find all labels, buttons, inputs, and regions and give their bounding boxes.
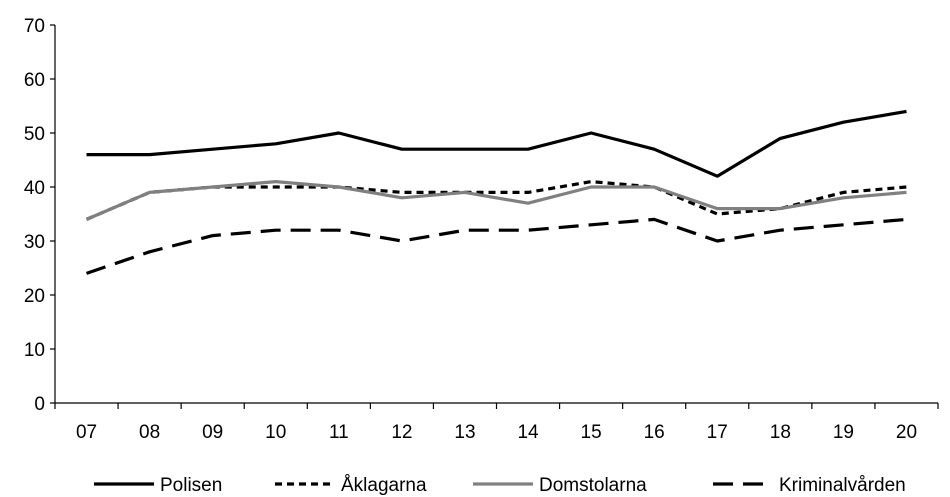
x-tick-label: 07 bbox=[76, 422, 97, 443]
x-tick-label: 14 bbox=[517, 422, 539, 443]
y-axis: 0 10 20 30 40 50 60 70 bbox=[24, 16, 55, 415]
y-tick-label: 10 bbox=[24, 340, 45, 361]
series-line-3 bbox=[85, 217, 907, 275]
y-tick-label: 60 bbox=[24, 70, 45, 91]
legend-label-3: Kriminalvården bbox=[779, 475, 906, 496]
x-tick-label: 17 bbox=[707, 422, 728, 443]
legend-label-1: Åklagarna bbox=[341, 475, 427, 496]
y-tick-label: 0 bbox=[34, 394, 45, 415]
x-tick-label: 09 bbox=[202, 422, 223, 443]
y-tick-label: 70 bbox=[24, 16, 45, 37]
x-tick-label: 10 bbox=[265, 422, 286, 443]
series-line-2 bbox=[85, 180, 907, 221]
x-tick-label: 18 bbox=[770, 422, 791, 443]
chart-axes bbox=[54, 25, 938, 404]
y-tick-label: 30 bbox=[24, 232, 45, 253]
series-lines bbox=[85, 109, 907, 275]
legend-label-0: Polisen bbox=[160, 475, 222, 496]
x-tick-label: 20 bbox=[896, 422, 917, 443]
legend-label-2: Domstolarna bbox=[539, 475, 647, 496]
series-line-0 bbox=[86, 109, 907, 178]
y-tick-label: 40 bbox=[24, 178, 45, 199]
x-tick-label: 11 bbox=[329, 422, 349, 443]
x-tick-label: 16 bbox=[644, 422, 665, 443]
legend: Polisen Åklagarna Domstolarna Kriminalvårde… bbox=[94, 475, 906, 496]
x-axis: 07 08 09 10 11 12 13 14 15 16 17 18 19 20 bbox=[54, 403, 939, 443]
y-tick-label: 50 bbox=[24, 124, 45, 145]
x-tick-label: 19 bbox=[833, 422, 854, 443]
x-tick-label: 13 bbox=[454, 422, 475, 443]
x-tick-label: 12 bbox=[391, 422, 412, 443]
x-tick-label: 15 bbox=[581, 422, 602, 443]
x-tick-label: 08 bbox=[139, 422, 160, 443]
y-tick-label: 20 bbox=[24, 286, 45, 307]
